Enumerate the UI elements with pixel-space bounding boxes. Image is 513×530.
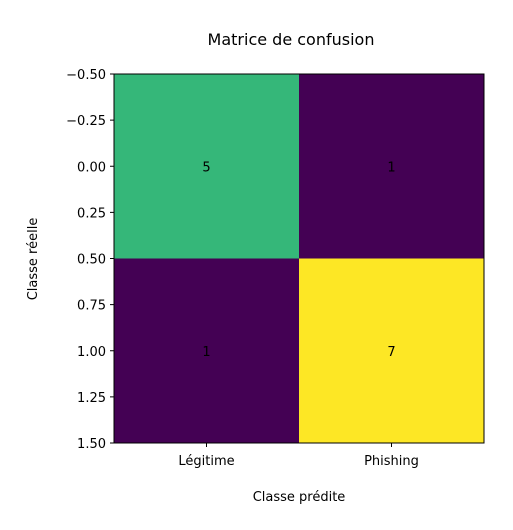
heatmap-cell [114, 258, 299, 443]
x-tick-label: Phishing [364, 454, 419, 469]
cell-value-label: 1 [202, 345, 210, 360]
y-tick-label: 1.00 [77, 345, 106, 360]
heatmap-cells [114, 74, 484, 443]
cell-value-label: 7 [387, 345, 395, 360]
heatmap-cell-labels: 5 1 1 7 [202, 160, 395, 360]
chart-title: Matrice de confusion [208, 30, 375, 49]
y-tick-label: 1.25 [77, 391, 106, 406]
x-axis-label: Classe prédite [253, 490, 346, 505]
cell-value-label: 5 [202, 160, 210, 175]
y-tick-label: 0.75 [77, 299, 106, 314]
x-axis-ticks: Légitime Phishing [178, 443, 419, 469]
y-tick-label: 0.00 [77, 160, 106, 175]
y-tick-label: 1.50 [77, 437, 106, 452]
y-axis-ticks: −0.50 −0.25 0.00 0.25 0.50 0.75 1.00 1.25 1.50 [66, 68, 114, 452]
y-axis-label: Classe réelle [26, 218, 41, 301]
y-tick-label: 0.25 [77, 206, 106, 221]
y-tick-label: −0.50 [66, 68, 106, 83]
y-tick-label: −0.25 [66, 114, 106, 129]
y-tick-label: 0.50 [77, 253, 106, 268]
heatmap-cell [299, 258, 484, 443]
heatmap-cell [299, 74, 484, 259]
heatmap-cell [114, 74, 299, 259]
x-tick-label: Légitime [178, 454, 234, 469]
cell-value-label: 1 [387, 160, 395, 175]
